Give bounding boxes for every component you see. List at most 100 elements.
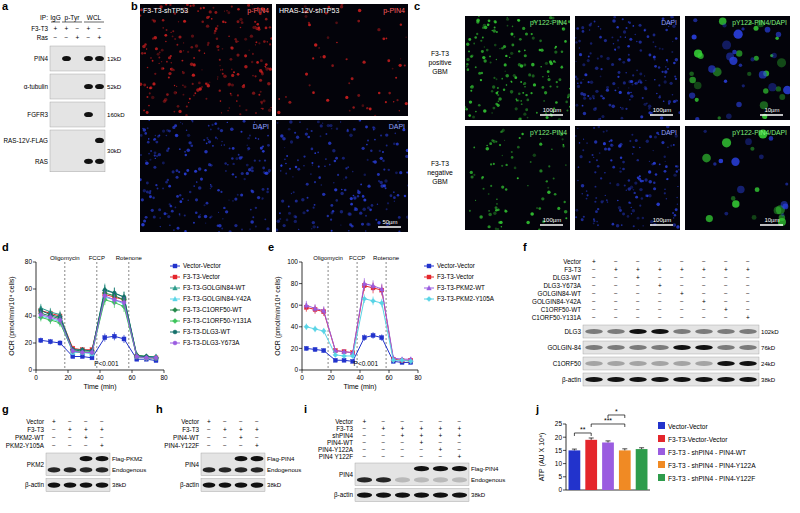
signal bbox=[279, 218, 281, 220]
band bbox=[80, 456, 93, 461]
signal bbox=[175, 134, 179, 138]
scale-bar bbox=[760, 114, 783, 116]
signal bbox=[693, 18, 697, 22]
signal bbox=[564, 210, 568, 214]
signal bbox=[198, 186, 202, 190]
blot: Vector+−−−F3-T3−+++PIN4-WT−−+−PIN4-Y122F… bbox=[164, 418, 301, 492]
signal bbox=[577, 83, 578, 84]
label: Vector bbox=[563, 258, 581, 265]
signal bbox=[247, 147, 250, 150]
signal bbox=[580, 92, 583, 95]
signal bbox=[642, 225, 643, 226]
label: PIN4-WT bbox=[327, 439, 353, 446]
signal bbox=[624, 184, 626, 186]
signal bbox=[497, 228, 500, 230]
signal bbox=[174, 38, 176, 40]
signal bbox=[143, 84, 146, 87]
label: shPIN4 bbox=[332, 432, 353, 439]
signal bbox=[255, 137, 257, 139]
signal bbox=[211, 124, 213, 126]
signal bbox=[349, 223, 352, 226]
signal bbox=[279, 212, 281, 214]
label: PKM2-Y105A bbox=[6, 442, 45, 449]
signal bbox=[524, 86, 526, 88]
band bbox=[96, 456, 109, 461]
x-tick bbox=[164, 370, 165, 373]
label: + bbox=[68, 426, 72, 433]
signal bbox=[306, 183, 309, 186]
signal bbox=[678, 169, 680, 171]
signal bbox=[241, 156, 243, 158]
signal bbox=[556, 86, 558, 88]
signal bbox=[497, 87, 499, 89]
signal bbox=[520, 64, 524, 68]
signal bbox=[562, 145, 564, 147]
signal bbox=[161, 61, 162, 62]
signal bbox=[362, 61, 365, 64]
label: PIN4-Y122F bbox=[164, 442, 199, 449]
signal bbox=[393, 101, 395, 103]
signal bbox=[358, 9, 361, 12]
signal bbox=[533, 154, 536, 157]
signal bbox=[177, 105, 180, 108]
signal bbox=[217, 78, 218, 79]
signal bbox=[264, 172, 266, 174]
signal bbox=[496, 203, 497, 204]
signal bbox=[527, 185, 528, 186]
signal bbox=[656, 132, 659, 135]
band bbox=[84, 56, 93, 61]
signal bbox=[186, 130, 188, 132]
signal bbox=[645, 80, 646, 81]
label: + bbox=[636, 274, 640, 281]
signal bbox=[220, 100, 222, 102]
band bbox=[433, 493, 448, 498]
signal bbox=[608, 104, 611, 107]
label: + bbox=[239, 434, 243, 441]
signal bbox=[553, 60, 555, 62]
signal bbox=[210, 188, 211, 189]
signal bbox=[554, 50, 557, 53]
signal bbox=[689, 77, 696, 84]
signal bbox=[227, 110, 228, 111]
label: + bbox=[207, 418, 211, 425]
signal bbox=[652, 41, 654, 43]
signal bbox=[519, 38, 522, 41]
label: − bbox=[702, 258, 706, 265]
signal bbox=[673, 144, 675, 146]
signal bbox=[193, 222, 195, 224]
signal bbox=[217, 138, 218, 139]
signal bbox=[214, 11, 217, 14]
signal bbox=[313, 225, 316, 228]
label: F3-T3 bbox=[336, 425, 353, 432]
signal bbox=[207, 139, 208, 140]
label: − bbox=[592, 290, 596, 297]
signal bbox=[252, 92, 255, 95]
signal bbox=[471, 54, 474, 57]
signal bbox=[405, 155, 408, 158]
signal bbox=[659, 163, 661, 165]
blot: Vector+−−−F3-T3−+++PKM2-WT−−+−PKM2-Y105A… bbox=[6, 418, 146, 492]
signal bbox=[768, 83, 776, 91]
signal bbox=[322, 193, 325, 196]
scale-label: 100µm bbox=[543, 217, 561, 223]
signal bbox=[510, 33, 513, 36]
signal bbox=[252, 75, 254, 77]
signal bbox=[384, 179, 387, 182]
signal bbox=[610, 144, 612, 146]
signal bbox=[158, 57, 160, 59]
signal bbox=[579, 47, 581, 49]
signal bbox=[546, 116, 549, 119]
signal bbox=[352, 171, 354, 173]
signal bbox=[631, 213, 633, 215]
label: + bbox=[658, 282, 662, 289]
signal bbox=[169, 224, 170, 225]
signal bbox=[186, 4, 189, 6]
signal bbox=[472, 115, 475, 118]
signal bbox=[393, 196, 396, 199]
signal bbox=[357, 94, 360, 97]
signal bbox=[185, 114, 187, 116]
data-point bbox=[90, 350, 95, 355]
signal bbox=[307, 136, 310, 139]
signal bbox=[259, 69, 263, 73]
signal bbox=[467, 68, 470, 71]
